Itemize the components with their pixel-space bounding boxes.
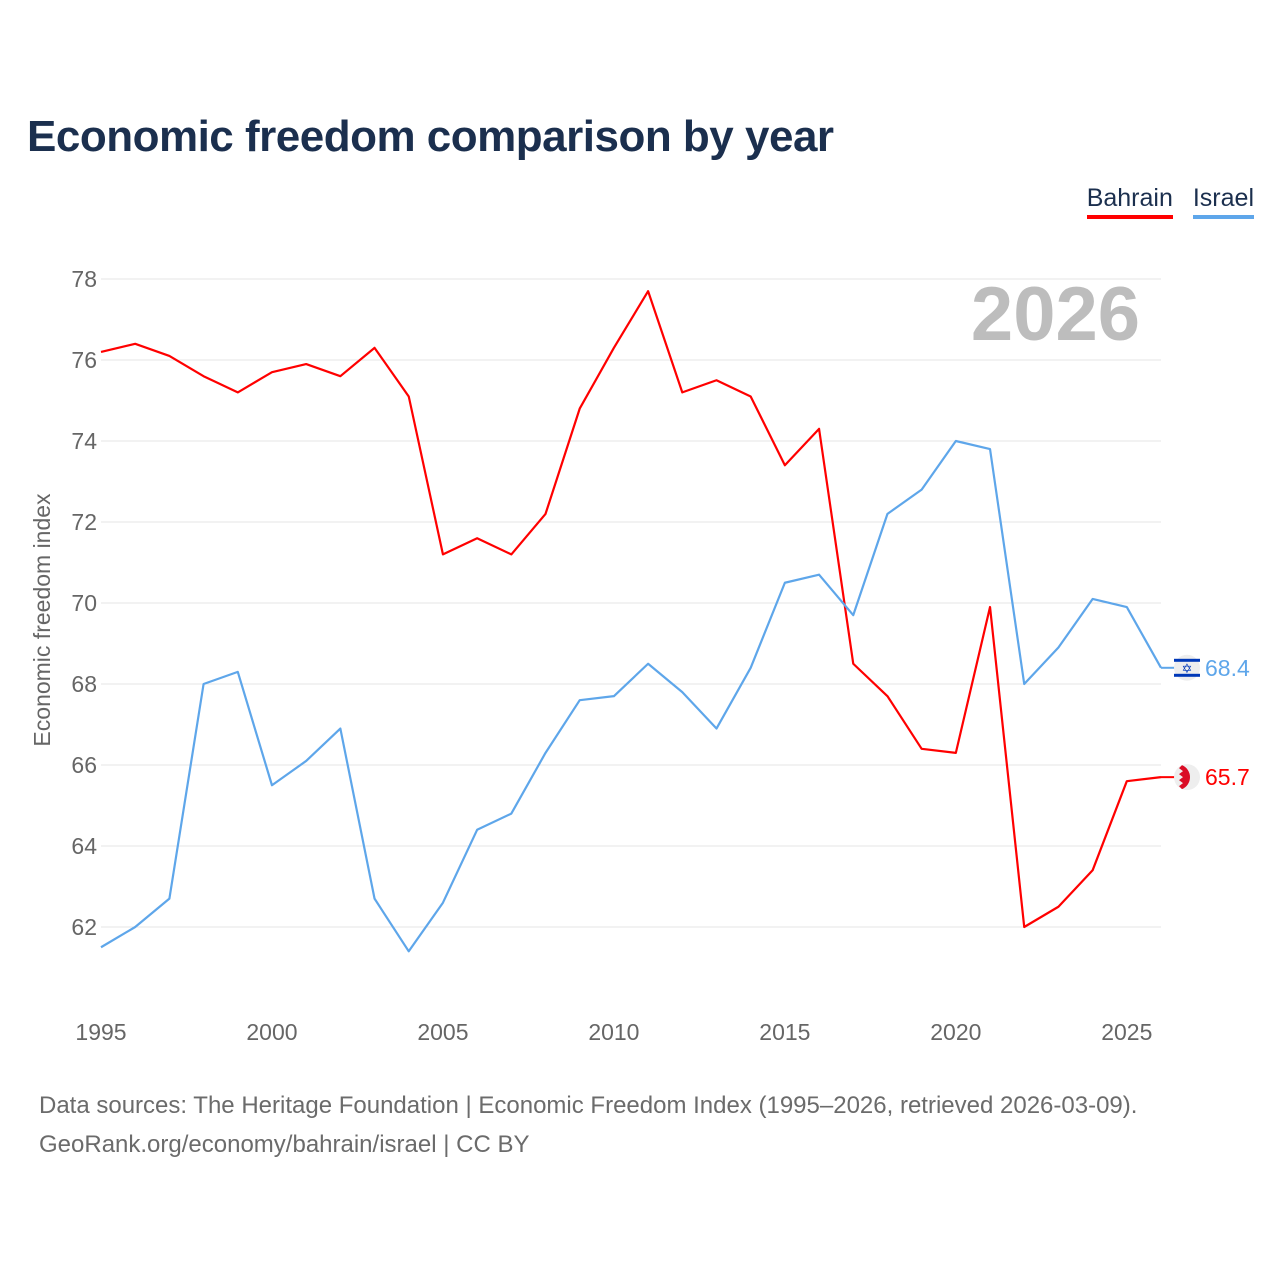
- series-line-israel: [100, 439, 1162, 953]
- x-tick-label: 2025: [1101, 1019, 1152, 1045]
- y-tick-label: 72: [71, 509, 97, 535]
- flag-stripe: [1174, 673, 1200, 677]
- x-tick-label: 2000: [246, 1019, 297, 1045]
- attribution: GeoRank.org/economy/bahrain/israel | CC …: [39, 1131, 530, 1158]
- x-tick-label: 2005: [417, 1019, 468, 1045]
- legend: Bahrain Israel: [1086, 184, 1254, 219]
- year-watermark: 2026: [971, 272, 1140, 357]
- y-tick-label: 62: [71, 914, 97, 940]
- source-note: Data sources: The Heritage Foundation | …: [39, 1092, 1138, 1119]
- flag-red-field: [1179, 765, 1191, 790]
- series-line-bahrain: [100, 290, 1162, 929]
- y-tick-label: 66: [71, 752, 97, 778]
- y-tick-label: 64: [71, 833, 97, 859]
- y-tick-label: 78: [71, 266, 97, 292]
- star-of-david-icon: ✡: [1182, 662, 1193, 677]
- y-tick-label: 68: [71, 671, 97, 697]
- y-tick-label: 74: [71, 428, 97, 454]
- x-tick-label: 2010: [588, 1019, 639, 1045]
- footer: Data sources: The Heritage Foundation | …: [39, 1086, 1137, 1164]
- legend-item-israel[interactable]: Israel: [1192, 184, 1254, 219]
- x-tick-label: 2020: [930, 1019, 981, 1045]
- chart-title: Economic freedom comparison by year: [27, 112, 834, 161]
- legend-item-bahrain[interactable]: Bahrain: [1086, 184, 1173, 219]
- y-tick-label: 70: [71, 590, 97, 616]
- flag-stripe: [1174, 658, 1200, 662]
- y-tick-label: 76: [71, 347, 97, 373]
- end-value-label-israel: 68.4: [1205, 655, 1250, 681]
- x-tick-label: 2015: [759, 1019, 810, 1045]
- x-tick-label: 1995: [75, 1019, 126, 1045]
- y-axis-label: Economic freedom index: [29, 493, 55, 747]
- end-value-label-bahrain: 65.7: [1205, 764, 1250, 790]
